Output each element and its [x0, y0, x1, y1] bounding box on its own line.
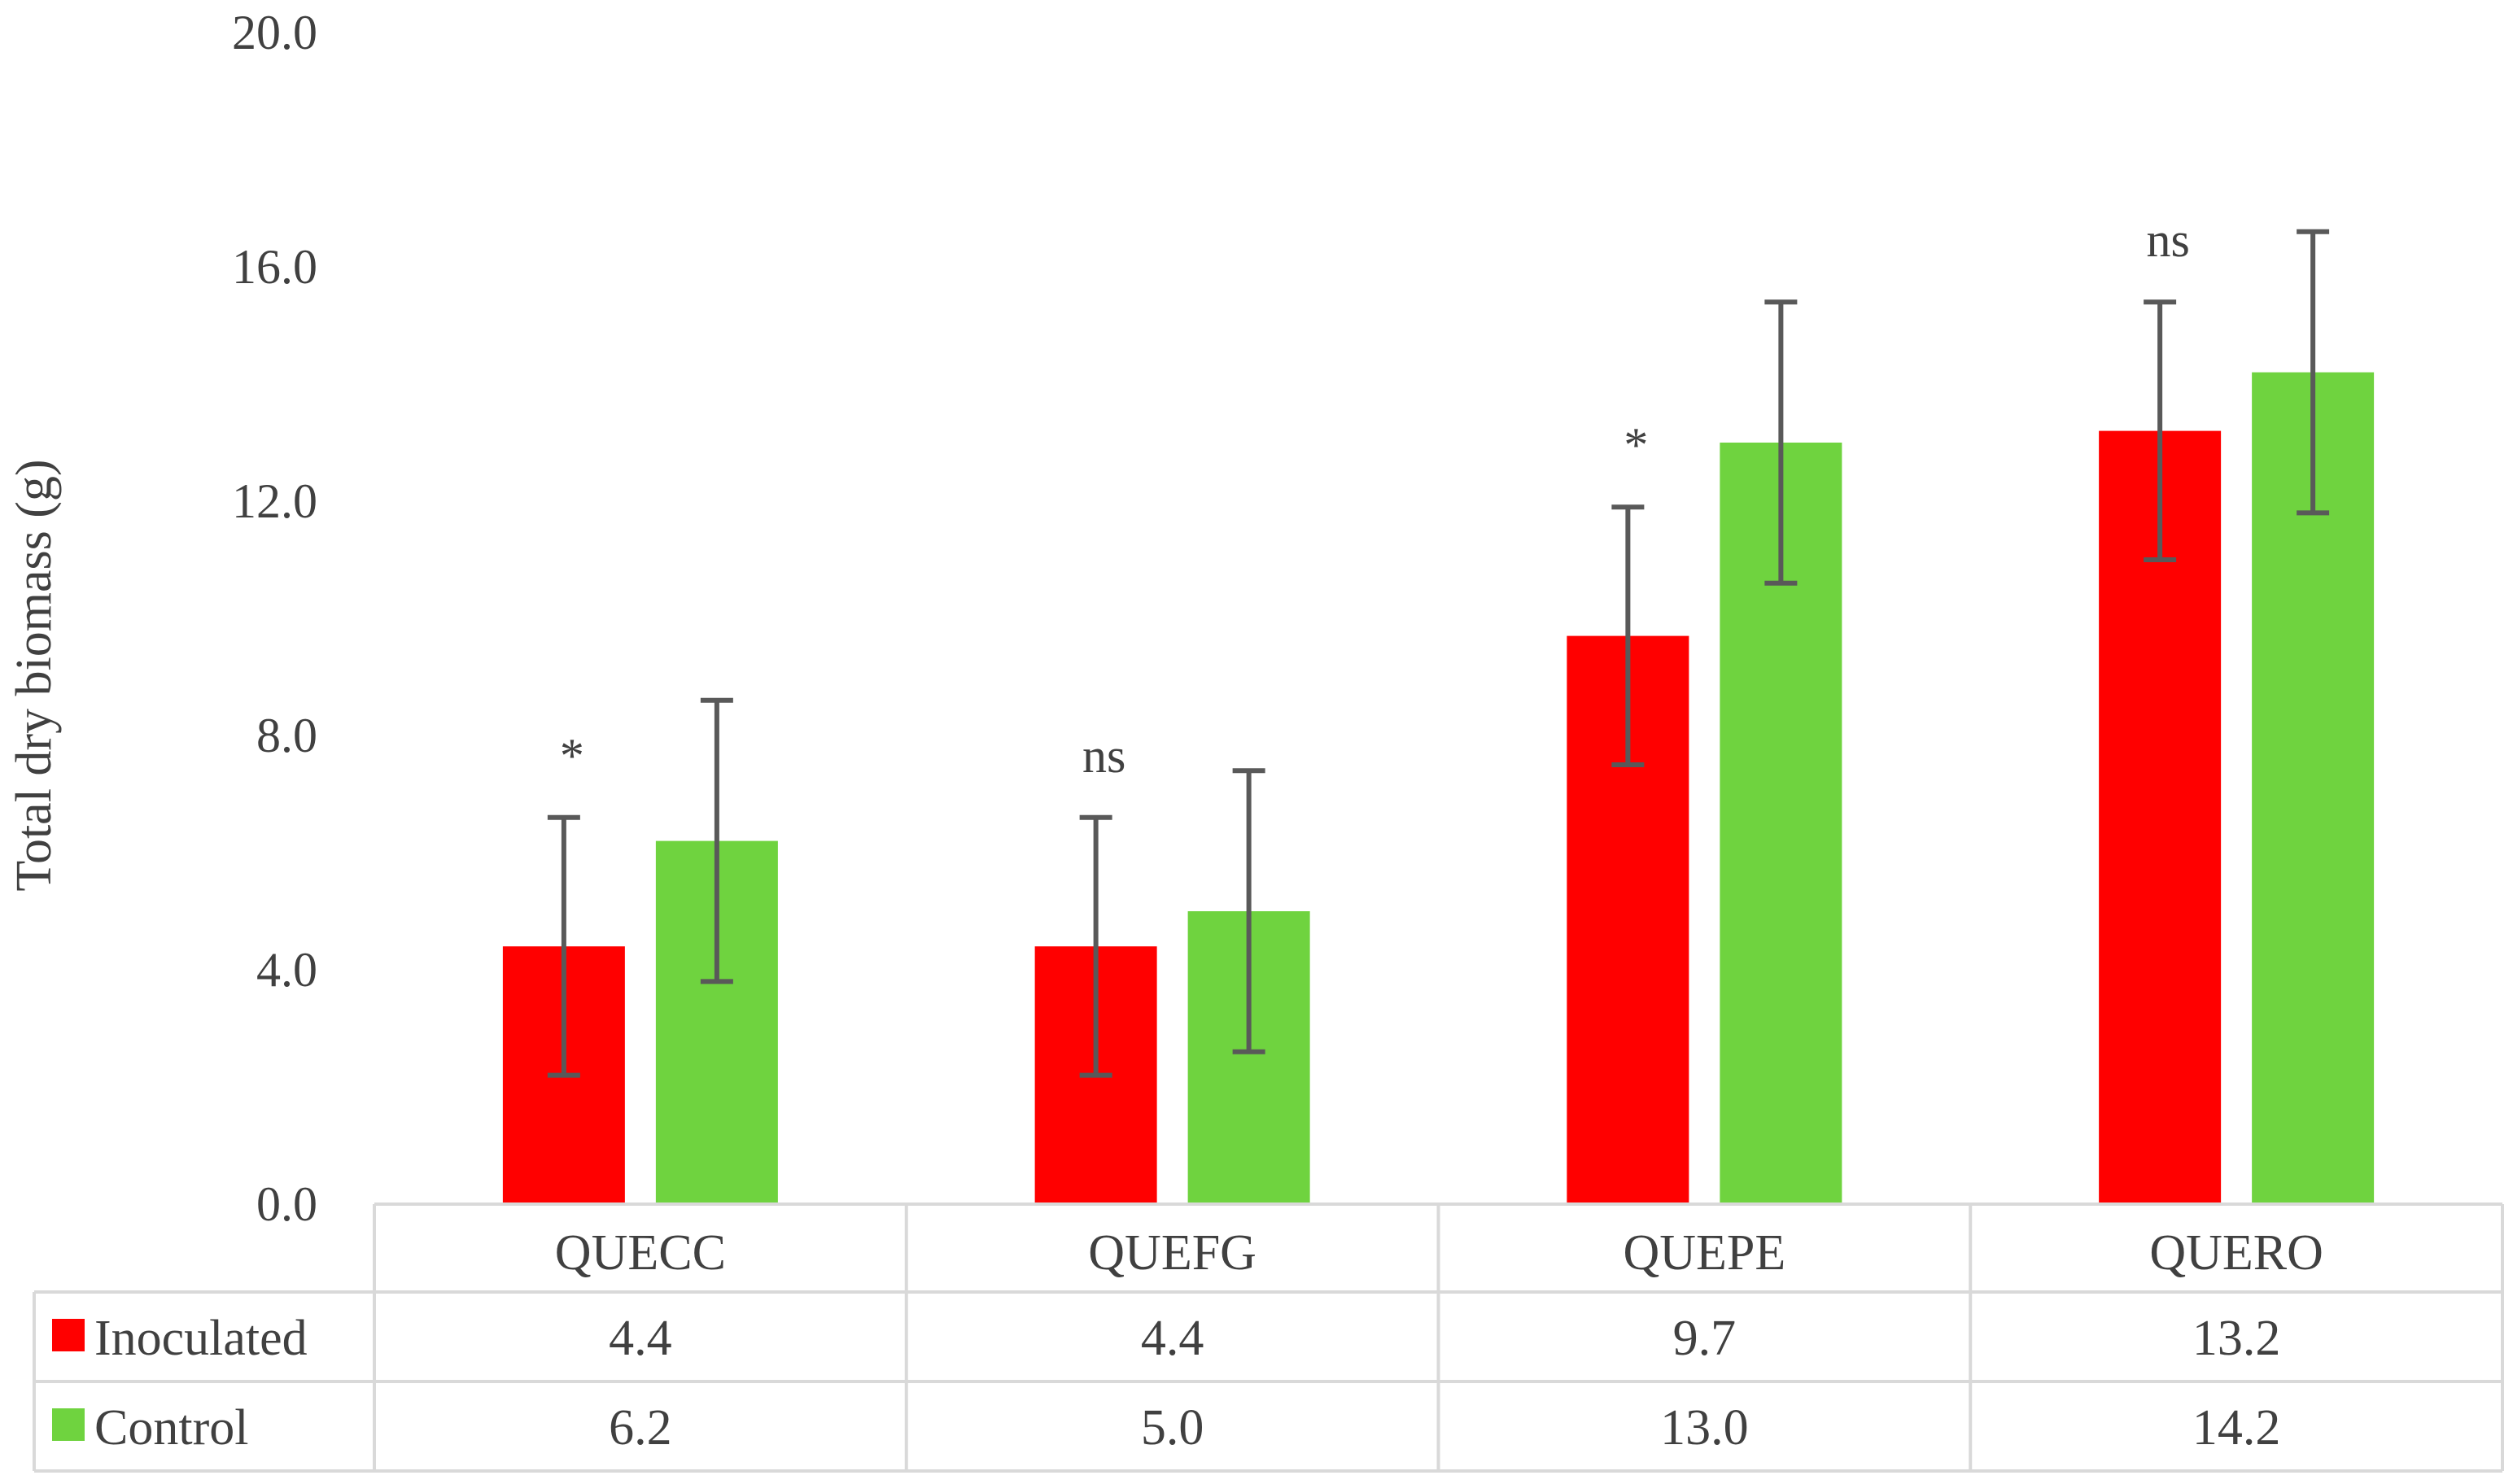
error-bar-control-quero	[2297, 229, 2330, 516]
data-label-control-quepe: 13.0	[1660, 1400, 1749, 1456]
y-axis-title-group: Total dry biomass (g)	[7, 459, 62, 891]
y-tick-label: 8.0	[256, 709, 317, 762]
error-bar-inoculated-quefg	[1079, 814, 1112, 1078]
data-table: QUECC QUEFG QUEPE QUERO Inoculated 4.4 4.4 9.7 1…	[33, 1202, 2504, 1473]
significance-label-quepe: *	[1624, 418, 1648, 472]
bars	[502, 372, 2375, 1205]
error-bar-control-quepe	[1764, 299, 1798, 586]
data-label-control-quero: 14.2	[2192, 1400, 2281, 1456]
data-label-inoculated-quefg: 4.4	[1141, 1311, 1204, 1366]
significance-label-quecc: *	[560, 729, 584, 783]
data-label-inoculated-quecc: 4.4	[609, 1311, 672, 1366]
data-label-inoculated-quepe: 9.7	[1673, 1311, 1737, 1366]
y-axis-title: Total dry biomass (g)	[7, 459, 62, 891]
error-bar-control-quefg	[1232, 768, 1265, 1054]
error-bar-inoculated-quepe	[1611, 504, 1645, 767]
y-tick-label: 0.0	[256, 1177, 317, 1231]
y-tick-label: 4.0	[256, 943, 317, 997]
significance-annotations: * ns * ns	[560, 213, 2190, 783]
error-bars	[547, 229, 2330, 1078]
y-tick-label: 20.0	[232, 6, 317, 59]
legend-key-inoculated	[52, 1319, 85, 1351]
legend-label-control: Control	[94, 1400, 248, 1456]
error-bar-control-quecc	[700, 697, 733, 984]
y-tick-label: 12.0	[232, 474, 317, 528]
data-label-control-quecc: 6.2	[609, 1400, 672, 1456]
error-bar-inoculated-quero	[2144, 299, 2177, 562]
y-axis-tick-labels: 0.0 4.0 8.0 12.0 16.0 20.0	[232, 6, 317, 1231]
y-tick-label: 16.0	[232, 240, 317, 294]
category-label-quefg: QUEFG	[1088, 1225, 1256, 1281]
data-label-control-quefg: 5.0	[1141, 1400, 1204, 1456]
significance-label-quefg: ns	[1082, 729, 1125, 783]
category-label-quepe: QUEPE	[1623, 1225, 1785, 1281]
legend-label-inoculated: Inoculated	[94, 1311, 308, 1366]
data-label-inoculated-quero: 13.2	[2192, 1311, 2281, 1366]
significance-label-quero: ns	[2146, 213, 2189, 267]
category-label-quero: QUERO	[2149, 1225, 2323, 1281]
category-label-quecc: QUECC	[555, 1225, 726, 1281]
legend-key-control	[52, 1408, 85, 1441]
error-bar-inoculated-quecc	[547, 814, 580, 1078]
